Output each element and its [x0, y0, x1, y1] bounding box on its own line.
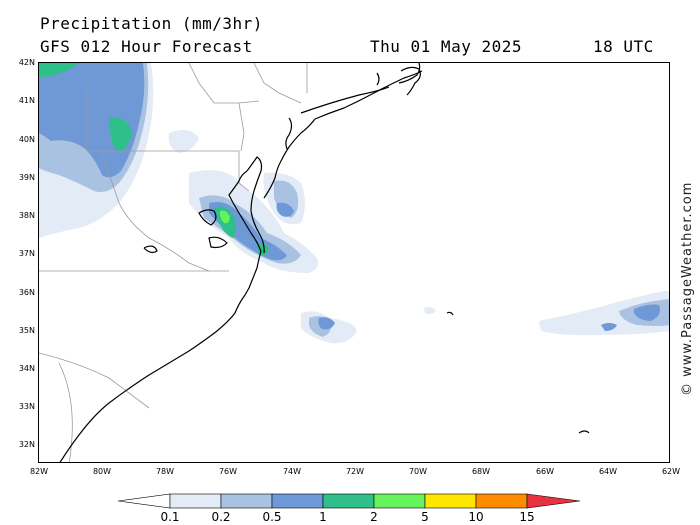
lat-label-35n: 35N: [18, 326, 35, 335]
lon-label-68w: 68W: [471, 467, 491, 476]
lon-label-66w: 66W: [535, 467, 555, 476]
long-island: [300, 66, 421, 114]
legend-label-5: 5: [421, 510, 429, 524]
legend-segment-6: [424, 493, 477, 509]
precip-2-layer: [219, 210, 230, 224]
forecast-time: 18 UTC: [593, 37, 654, 56]
lon-label-76w: 76W: [218, 467, 238, 476]
lat-label-33n: 33N: [18, 402, 35, 411]
legend-segment-1: [169, 493, 222, 509]
lat-label-42n: 42N: [18, 58, 35, 67]
legend-segment-0: [118, 493, 171, 509]
lon-label-80w: 80W: [92, 467, 112, 476]
legend-label-0.5: 0.5: [262, 510, 282, 524]
lat-label-39n: 39N: [18, 173, 35, 182]
state-boundaries: [39, 63, 308, 462]
legend-segment-7: [475, 493, 528, 509]
legend-label-15: 15: [519, 510, 535, 524]
lat-label-37n: 37N: [18, 249, 35, 258]
precip-1-layer: [39, 63, 269, 256]
precipitation-map: [38, 62, 670, 463]
legend-label-2: 2: [370, 510, 378, 524]
lat-label-36n: 36N: [18, 288, 35, 297]
legend-segment-2: [220, 493, 273, 509]
copyright-text: © www.PassageWeather.com: [680, 181, 695, 396]
lat-label-32n: 32N: [18, 440, 35, 449]
lat-label-38n: 38N: [18, 211, 35, 220]
legend-segment-3: [271, 493, 324, 509]
forecast-date: Thu 01 May 2025: [370, 37, 522, 56]
legend-label-0.1: 0.1: [160, 510, 180, 524]
legend-segment-8: [526, 493, 581, 509]
lon-label-70w: 70W: [408, 467, 428, 476]
lat-label-40n: 40N: [18, 135, 35, 144]
coastline: [59, 63, 590, 462]
lat-label-34n: 34N: [18, 364, 35, 373]
precipitation-legend: [118, 493, 581, 509]
legend-label-0.2: 0.2: [211, 510, 231, 524]
lon-label-82w: 82W: [29, 467, 49, 476]
forecast-label: GFS 012 Hour Forecast: [40, 37, 253, 56]
legend-segment-4: [322, 493, 375, 509]
map-title: Precipitation (mm/3hr): [40, 14, 263, 33]
lon-label-72w: 72W: [345, 467, 365, 476]
lon-label-78w: 78W: [155, 467, 175, 476]
map-canvas: [39, 63, 669, 462]
lon-label-64w: 64W: [598, 467, 618, 476]
precip-0.5-layer: [39, 63, 660, 331]
legend-label-1: 1: [319, 510, 327, 524]
lon-label-74w: 74W: [282, 467, 302, 476]
lat-label-41n: 41N: [18, 96, 35, 105]
lon-label-62w: 62W: [661, 467, 681, 476]
legend-segment-5: [373, 493, 426, 509]
legend-label-10: 10: [468, 510, 484, 524]
